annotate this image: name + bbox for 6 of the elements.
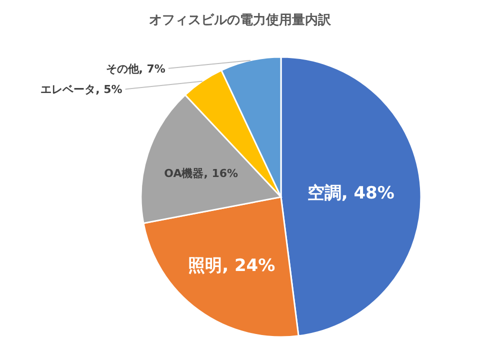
slice-label: 空調, 48% <box>307 184 394 204</box>
slice-label: エレベータ, 5% <box>40 83 122 96</box>
slice-label: OA機器, 16% <box>164 167 238 180</box>
slice-label: 照明, 24% <box>188 256 276 276</box>
slice-label: その他, 7% <box>106 62 166 76</box>
chart-title: オフィスビルの電力使用量内訳 <box>149 12 332 28</box>
